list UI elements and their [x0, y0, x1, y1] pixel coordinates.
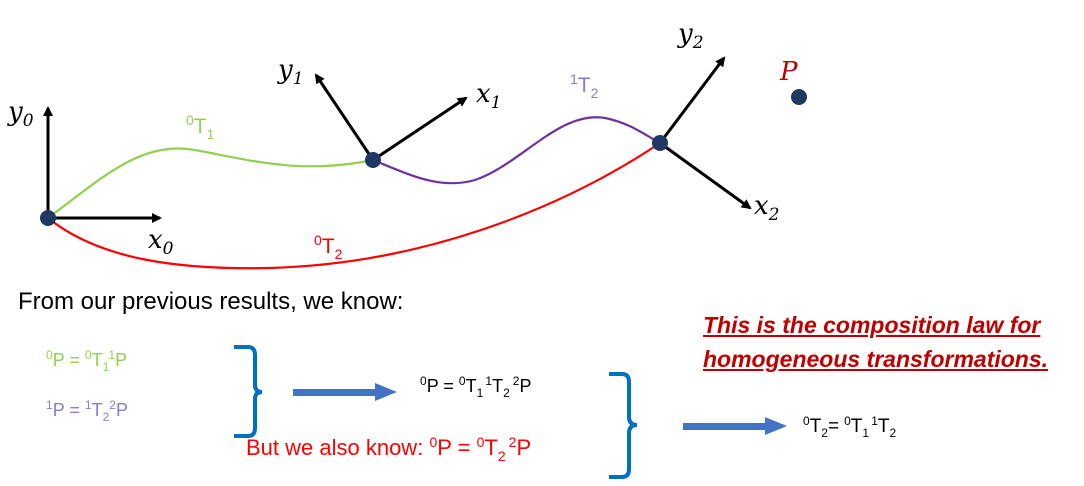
frame2-x-axis: [659, 141, 752, 210]
curve-0T2: [47, 142, 661, 270]
composition-law-note-line2: homogeneous transformations.: [703, 346, 1049, 372]
intro-text: From our previous results, we know:: [18, 288, 404, 315]
transform-label-0T2: 0T2: [314, 232, 343, 262]
frame1-x-axis: [372, 96, 468, 162]
transform-label-1T2: 1T2: [570, 71, 599, 101]
frame0-x-label: x0: [148, 225, 174, 259]
composition-law-note: This is the composition law for homogene…: [703, 308, 1048, 376]
equation-0P-chain: 0P = 0T11T22P: [420, 374, 531, 400]
frame2-x-label: x2: [754, 191, 780, 225]
equation-1P-from-2P: 1P = 1T22P: [46, 398, 128, 424]
frame0-origin: [40, 210, 56, 226]
composition-law-note-line1: This is the composition law for: [703, 312, 1041, 338]
frame2-y-axis: [658, 56, 726, 144]
frame0-y-label: y0: [7, 97, 34, 131]
frame1-y-label: y1: [277, 55, 304, 89]
equation-but-also-know: But we also know: 0P = 0T22P: [246, 434, 531, 464]
frame1-origin: [365, 152, 381, 168]
equation-0P-from-1P: 0P = 0T11P: [46, 348, 127, 374]
frame2-origin: [652, 135, 668, 151]
equation-composition-result: 0T2= 0T11T2: [803, 414, 896, 440]
frame2-y-label: y2: [677, 19, 704, 53]
right-brace-2: [609, 372, 638, 479]
curve-0T1: [47, 147, 374, 219]
point-p-label: P: [779, 57, 798, 87]
transform-label-0T1: 0T1: [186, 112, 215, 142]
frame1-x-label: x1: [476, 79, 502, 113]
frame1-y-axis: [314, 73, 375, 161]
curve-1T2: [372, 116, 661, 185]
arrow-2: [683, 417, 787, 435]
right-brace-1: [234, 345, 263, 438]
arrow-1: [293, 383, 397, 401]
point-p-marker: [791, 89, 807, 105]
